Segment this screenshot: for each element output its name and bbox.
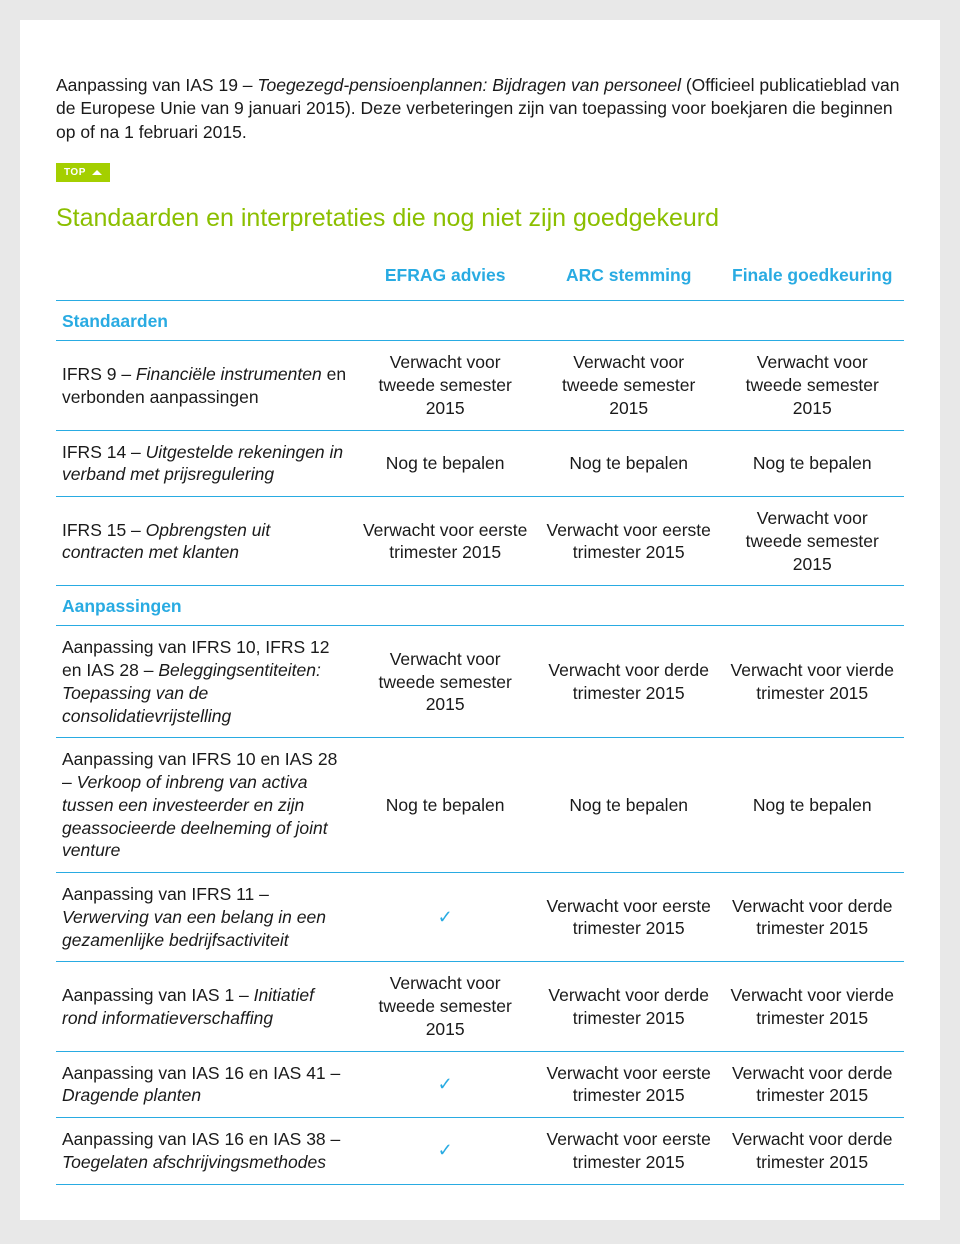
check-icon: ✓: [438, 1074, 453, 1094]
cell-finale: Verwacht voor tweede semester 2015: [720, 341, 904, 430]
cell-efrag: ✓: [353, 873, 537, 962]
cell-efrag: Nog te bepalen: [353, 430, 537, 497]
standards-table: EFRAG advies ARC stemming Finale goedkeu…: [56, 247, 904, 1184]
row-label: Aanpassing van IFRS 10, IFRS 12 en IAS 2…: [56, 626, 353, 738]
table-row: Aanpassing van IAS 16 en IAS 41 – Dragen…: [56, 1051, 904, 1118]
row-label: IFRS 9 – Financiële instrumenten en verb…: [56, 341, 353, 430]
cell-efrag: Verwacht voor tweede semester 2015: [353, 962, 537, 1051]
cell-arc: Verwacht voor eerste trimester 2015: [537, 497, 721, 586]
cell-arc: Verwacht voor eerste trimester 2015: [537, 1118, 721, 1185]
check-icon: ✓: [438, 907, 453, 927]
cell-finale: Nog te bepalen: [720, 738, 904, 873]
cell-arc: Verwacht voor tweede semester 2015: [537, 341, 721, 430]
cell-arc: Verwacht voor eerste trimester 2015: [537, 1051, 721, 1118]
group-title: Aanpassingen: [56, 586, 904, 626]
cell-finale: Verwacht voor derde trimester 2015: [720, 873, 904, 962]
chevron-up-icon: [92, 170, 102, 175]
table-row: Aanpassing van IAS 1 – Initiatief rond i…: [56, 962, 904, 1051]
row-label: Aanpassing van IAS 16 en IAS 38 – Toegel…: [56, 1118, 353, 1185]
table-row: IFRS 15 – Opbrengsten uit contracten met…: [56, 497, 904, 586]
intro-prefix: Aanpassing van IAS 19 –: [56, 75, 257, 95]
top-label: TOP: [64, 167, 86, 178]
cell-finale: Verwacht voor vierde trimester 2015: [720, 962, 904, 1051]
intro-italic: Toegezegd-pensioenplannen: Bijdragen van…: [257, 75, 681, 95]
table-header-row: EFRAG advies ARC stemming Finale goedkeu…: [56, 247, 904, 301]
group-title: Standaarden: [56, 301, 904, 341]
cell-finale: Nog te bepalen: [720, 430, 904, 497]
group-header: Standaarden: [56, 301, 904, 341]
row-label: Aanpassing van IFRS 11 – Verwerving van …: [56, 873, 353, 962]
cell-efrag: Nog te bepalen: [353, 738, 537, 873]
col-arc: ARC stemming: [537, 247, 721, 301]
check-icon: ✓: [438, 1140, 453, 1160]
section-title: Standaarden en interpretaties die nog ni…: [56, 204, 904, 233]
cell-efrag: ✓: [353, 1051, 537, 1118]
cell-finale: Verwacht voor tweede semester 2015: [720, 497, 904, 586]
cell-arc: Nog te bepalen: [537, 430, 721, 497]
table-row: IFRS 14 – Uitgestelde rekeningen in verb…: [56, 430, 904, 497]
cell-efrag: Verwacht voor eerste trimester 2015: [353, 497, 537, 586]
table-row: Aanpassing van IFRS 11 – Verwerving van …: [56, 873, 904, 962]
cell-arc: Verwacht voor derde trimester 2015: [537, 962, 721, 1051]
table-row: Aanpassing van IFRS 10, IFRS 12 en IAS 2…: [56, 626, 904, 738]
col-efrag: EFRAG advies: [353, 247, 537, 301]
cell-finale: Verwacht voor vierde trimester 2015: [720, 626, 904, 738]
row-label: Aanpassing van IAS 1 – Initiatief rond i…: [56, 962, 353, 1051]
cell-efrag: Verwacht voor tweede semester 2015: [353, 341, 537, 430]
cell-arc: Verwacht voor derde trimester 2015: [537, 626, 721, 738]
table-row: Aanpassing van IAS 16 en IAS 38 – Toegel…: [56, 1118, 904, 1185]
cell-arc: Nog te bepalen: [537, 738, 721, 873]
group-header: Aanpassingen: [56, 586, 904, 626]
cell-arc: Verwacht voor eerste trimester 2015: [537, 873, 721, 962]
col-finale: Finale goedkeuring: [720, 247, 904, 301]
table-row: Aanpassing van IFRS 10 en IAS 28 – Verko…: [56, 738, 904, 873]
row-label: IFRS 14 – Uitgestelde rekeningen in verb…: [56, 430, 353, 497]
row-label: Aanpassing van IFRS 10 en IAS 28 – Verko…: [56, 738, 353, 873]
page: Aanpassing van IAS 19 – Toegezegd-pensio…: [20, 20, 940, 1220]
top-button[interactable]: TOP: [56, 163, 110, 182]
col-empty: [56, 247, 353, 301]
cell-finale: Verwacht voor derde trimester 2015: [720, 1051, 904, 1118]
intro-paragraph: Aanpassing van IAS 19 – Toegezegd-pensio…: [56, 74, 904, 145]
cell-efrag: ✓: [353, 1118, 537, 1185]
cell-finale: Verwacht voor derde trimester 2015: [720, 1118, 904, 1185]
cell-efrag: Verwacht voor tweede semester 2015: [353, 626, 537, 738]
row-label: Aanpassing van IAS 16 en IAS 41 – Dragen…: [56, 1051, 353, 1118]
row-label: IFRS 15 – Opbrengsten uit contracten met…: [56, 497, 353, 586]
table-row: IFRS 9 – Financiële instrumenten en verb…: [56, 341, 904, 430]
